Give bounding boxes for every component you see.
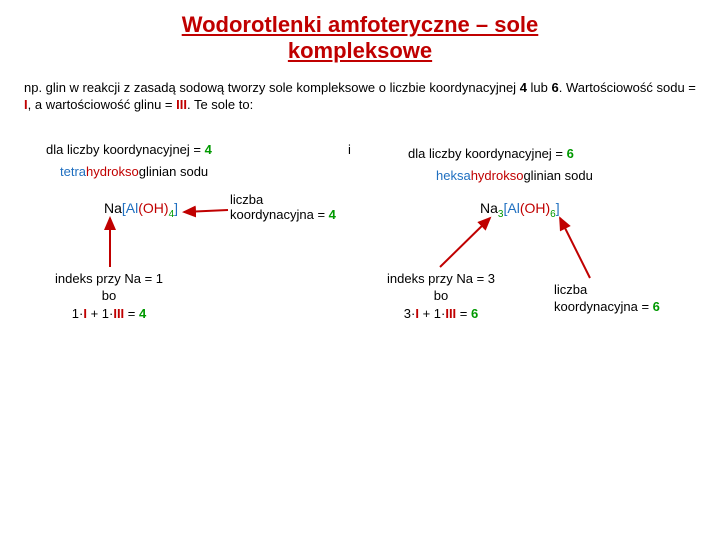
page-title: Wodorotlenki amfoteryczne – sole komplek… bbox=[0, 0, 720, 65]
right-liczba-l2: koordynacyjna = bbox=[554, 299, 653, 314]
intro-num-4: 4 bbox=[520, 80, 527, 95]
right-header-text: dla liczby koordynacyjnej = bbox=[408, 146, 567, 161]
left-header-text: dla liczby koordynacyjnej = bbox=[46, 142, 205, 157]
left-formula-na: Na bbox=[104, 200, 122, 216]
intro-text-c: , a wartościowość glinu = bbox=[28, 97, 176, 112]
intro-text-a: np. glin w reakcji z zasadą sodową tworz… bbox=[24, 80, 520, 95]
right-expl-l3c: = bbox=[456, 306, 471, 321]
right-formula: Na3[Al(OH)6] bbox=[480, 200, 560, 220]
right-liczba-6: 6 bbox=[653, 299, 660, 314]
liczba-l2: koordynacyjna = bbox=[230, 207, 329, 222]
right-expl-l1: indeks przy Na = 3 bbox=[387, 271, 495, 286]
left-expl-l1: indeks przy Na = 1 bbox=[55, 271, 163, 286]
left-formula-oh: (OH) bbox=[138, 200, 168, 216]
liczba-4: 4 bbox=[329, 207, 336, 222]
arrow-right-na bbox=[440, 218, 490, 267]
right-liczba-l1: liczba bbox=[554, 282, 587, 297]
right-formula-al: Al bbox=[507, 200, 519, 216]
content-area: dla liczby koordynacyjnej = 4 i dla licz… bbox=[0, 122, 720, 482]
left-expl-l2: bo bbox=[102, 288, 116, 303]
conjunction-i: i bbox=[348, 142, 351, 157]
liczba-l1: liczba bbox=[230, 192, 263, 207]
left-formula-al: Al bbox=[126, 200, 138, 216]
left-expl-l3a: 1· bbox=[72, 306, 84, 321]
left-expl-l3c: = bbox=[124, 306, 139, 321]
title-line2: kompleksowe bbox=[288, 38, 432, 63]
right-coord-number-label: liczba koordynacyjna = 6 bbox=[554, 282, 660, 316]
intro-lub: lub bbox=[527, 80, 552, 95]
arrow-left-coord bbox=[184, 210, 228, 212]
right-header-6: 6 bbox=[567, 146, 574, 161]
right-expl-l2: bo bbox=[434, 288, 448, 303]
left-expl-4: 4 bbox=[139, 306, 146, 321]
arrow-right-coord bbox=[560, 218, 590, 278]
right-formula-br2: ] bbox=[556, 200, 560, 216]
left-coord-number-label: liczba koordynacyjna = 4 bbox=[230, 192, 336, 223]
right-hydrokso: hydrokso bbox=[471, 168, 524, 183]
left-header-4: 4 bbox=[205, 142, 212, 157]
title-line1: Wodorotlenki amfoteryczne – sole bbox=[182, 12, 539, 37]
right-heksa: heksa bbox=[436, 168, 471, 183]
intro-text-d: . Te sole to: bbox=[187, 97, 253, 112]
right-header: dla liczby koordynacyjnej = 6 bbox=[408, 146, 574, 161]
right-compound-name: heksahydroksoglinian sodu bbox=[436, 168, 593, 183]
right-formula-oh: (OH) bbox=[520, 200, 550, 216]
intro-paragraph: np. glin w reakcji z zasadą sodową tworz… bbox=[0, 65, 720, 122]
right-expl-iii: III bbox=[445, 306, 456, 321]
right-expl-l3b: + 1· bbox=[419, 306, 445, 321]
left-formula-br2: ] bbox=[174, 200, 178, 216]
right-explanation: indeks przy Na = 3 bo 3·I + 1·III = 6 bbox=[356, 270, 526, 323]
left-hydrokso: hydrokso bbox=[86, 164, 139, 179]
right-formula-na: Na bbox=[480, 200, 498, 216]
left-tetra: tetra bbox=[60, 164, 86, 179]
intro-text-b: . Wartościowość sodu = bbox=[559, 80, 696, 95]
right-glinian: glinian sodu bbox=[523, 168, 592, 183]
left-header: dla liczby koordynacyjnej = 4 bbox=[46, 142, 212, 157]
left-expl-iii: III bbox=[113, 306, 124, 321]
left-formula: Na[Al(OH)4] bbox=[104, 200, 178, 220]
left-compound-name: tetrahydroksoglinian sodu bbox=[60, 164, 208, 179]
left-expl-l3b: + 1· bbox=[87, 306, 113, 321]
intro-valence-iii: III bbox=[176, 97, 187, 112]
intro-num-6: 6 bbox=[552, 80, 559, 95]
left-glinian: glinian sodu bbox=[139, 164, 208, 179]
left-explanation: indeks przy Na = 1 bo 1·I + 1·III = 4 bbox=[24, 270, 194, 323]
right-expl-6: 6 bbox=[471, 306, 478, 321]
right-expl-l3a: 3· bbox=[404, 306, 416, 321]
